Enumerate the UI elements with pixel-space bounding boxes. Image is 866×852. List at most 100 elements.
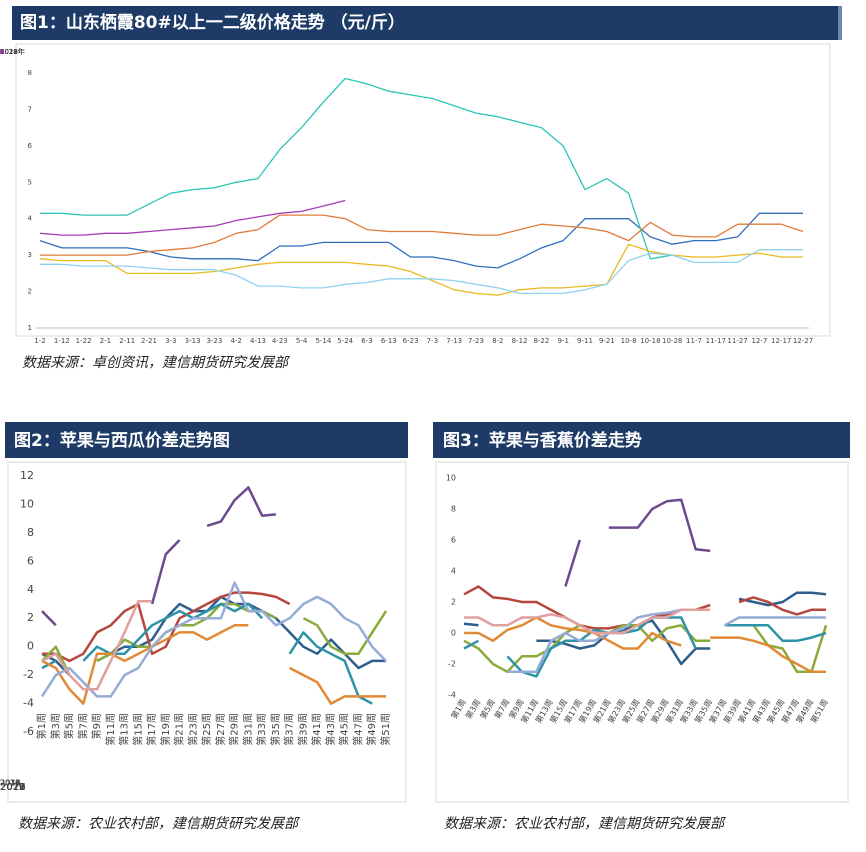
x-tick-label: 6-3	[361, 337, 372, 345]
x-tick-label: 3-13	[185, 337, 201, 345]
header-bar	[12, 6, 838, 40]
y-tick-label: -6	[23, 725, 34, 738]
x-tick-label: 8-2	[492, 337, 503, 345]
x-tick-label: 1-12	[54, 337, 70, 345]
x-tick-label: 4-23	[272, 337, 288, 345]
series-line	[463, 591, 827, 666]
chart-title: 图3：苹果与香蕉价差走势	[443, 430, 642, 451]
series-line	[464, 608, 711, 635]
y-tick-label: 6	[451, 536, 456, 545]
series-line	[40, 77, 673, 260]
y-tick-label: 6	[27, 554, 34, 567]
legend-label: 2021年	[0, 47, 25, 56]
x-tick-label: 第13周	[118, 713, 131, 746]
x-tick-label: 1-22	[76, 337, 92, 345]
series-line	[39, 212, 803, 269]
y-tick-label: 4	[28, 215, 33, 223]
legend-label: 2022	[0, 782, 25, 793]
source: 数据来源：农业农村部，建信期货研究发展部	[444, 816, 726, 832]
x-tick-label: 第15周	[131, 713, 144, 746]
legend-label: 2017	[0, 779, 20, 788]
x-tick-label: 第27周	[214, 713, 227, 746]
x-tick-label: 12-27	[793, 337, 813, 345]
x-tick-label: 第39周	[296, 713, 309, 746]
x-tick-label: 11-17	[706, 337, 726, 345]
y-tick-label: 6	[28, 142, 33, 150]
x-tick-label: 9-21	[599, 337, 615, 345]
x-tick-label: 第17周	[145, 713, 158, 746]
series-line	[464, 616, 826, 674]
series-line	[41, 486, 277, 627]
x-tick-label: 4-2	[230, 337, 241, 345]
source: 数据来源：农业农村部，建信期货研究发展部	[18, 816, 300, 832]
x-tick-label: 1-2	[34, 337, 45, 345]
y-tick-label: 3	[28, 251, 32, 259]
x-tick-label: 第3周	[49, 713, 62, 739]
x-tick-label: 4-13	[250, 337, 266, 345]
x-tick-label: 11-7	[686, 337, 702, 345]
y-tick-label: 8	[27, 526, 34, 539]
x-tick-label: 5-14	[315, 337, 331, 345]
header-bar	[5, 422, 408, 458]
y-tick-label: -4	[448, 691, 456, 700]
y-tick-label: 8	[451, 505, 456, 514]
series-line	[41, 602, 388, 676]
x-tick-label: 2-21	[141, 337, 157, 345]
legend-label: 2023	[0, 779, 20, 788]
x-tick-label: 2-1	[100, 337, 111, 345]
x-tick-label: 第7周	[76, 713, 89, 739]
legend-label: 2020	[0, 782, 25, 793]
y-tick-label: 10	[446, 474, 456, 483]
x-tick-label: 2-11	[119, 337, 135, 345]
legend-label: 2021	[0, 779, 20, 788]
y-tick-label: 2	[451, 598, 456, 607]
series-line	[564, 498, 711, 587]
legend-label: 2020	[0, 779, 20, 788]
y-tick-label: 1	[28, 324, 32, 332]
chart-title: 图1：山东栖霞80#以上一二级价格走势 （元/斤）	[20, 12, 405, 33]
legend-label: 2018年	[0, 47, 25, 56]
x-tick-label: 12-7	[751, 337, 767, 345]
legend-label: 2023	[0, 782, 25, 793]
chart-frame	[435, 461, 849, 803]
legend-label: 2016	[0, 782, 25, 793]
chart-title: 图2：苹果与西瓜价差走势图	[14, 430, 230, 451]
x-tick-label: 第29周	[228, 713, 241, 746]
series-line	[507, 608, 826, 674]
series-line	[39, 199, 346, 236]
x-tick-label: 9-1	[557, 337, 568, 345]
legend-label: 2016	[0, 779, 20, 788]
legend-marker	[0, 49, 4, 54]
x-tick-label: 5-24	[337, 337, 353, 345]
x-tick-label: 第43周	[324, 713, 337, 746]
series-line	[42, 591, 291, 663]
x-tick-label: 6-23	[403, 337, 419, 345]
series-line	[41, 599, 153, 691]
x-tick-label: 第5周	[63, 713, 76, 739]
legend-label: 2018	[0, 782, 25, 793]
y-tick-label: 12	[20, 469, 34, 482]
x-tick-label: 第1周	[35, 713, 48, 739]
series-line	[39, 243, 803, 296]
x-tick-label: 第31周	[241, 713, 254, 746]
x-tick-label: 7-3	[427, 337, 438, 345]
series-line	[41, 624, 386, 705]
legend-label: 2022年	[0, 47, 25, 56]
legend-label: 2023年	[0, 47, 25, 56]
y-tick-label: 0	[451, 629, 456, 638]
x-tick-label: 第47周	[351, 713, 364, 746]
series-line	[40, 214, 804, 256]
series-line	[40, 581, 387, 698]
x-tick-label: 5-4	[296, 337, 308, 345]
x-tick-label: 第41周	[310, 713, 323, 746]
legend-label: 2019	[0, 782, 25, 793]
x-tick-label: 10-18	[640, 337, 660, 345]
y-tick-label: 7	[28, 105, 32, 113]
legend-label: 2019	[0, 779, 20, 788]
x-tick-label: 9-11	[577, 337, 593, 345]
legend-label: 2017	[0, 782, 25, 793]
x-tick-label: 第9周	[90, 713, 103, 739]
header-tab	[838, 6, 842, 40]
